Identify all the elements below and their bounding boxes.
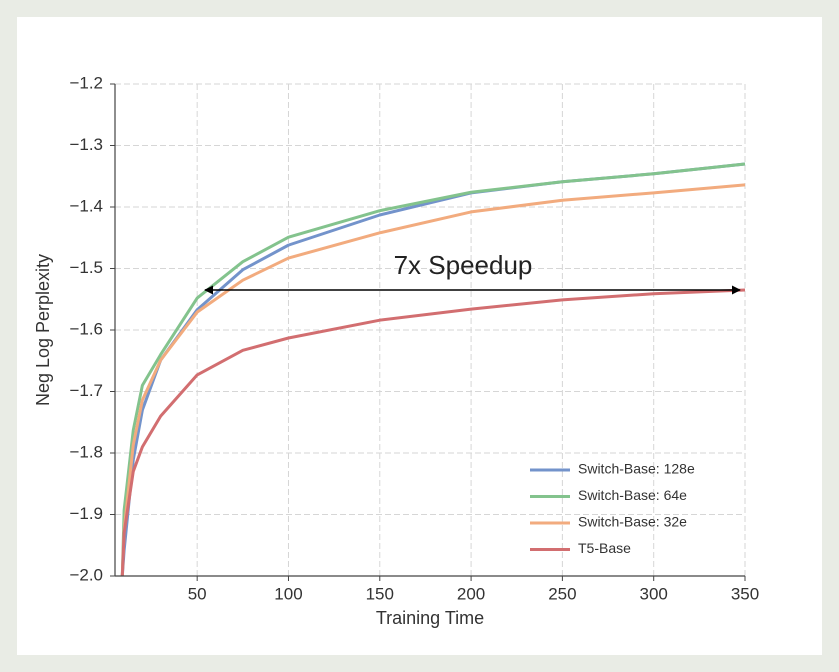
y-tick-label: −1.3 [69,135,103,154]
y-tick-label: −1.2 [69,73,103,92]
x-tick-label: 250 [548,584,576,603]
x-tick-label: 50 [188,584,207,603]
x-tick-label: 100 [274,584,302,603]
y-tick-label: −2.0 [69,565,103,584]
x-axis-label: Training Time [376,608,484,628]
legend-label: Switch-Base: 128e [578,461,695,477]
x-tick-label: 300 [640,584,668,603]
legend-label: T5-Base [578,540,631,556]
legend-label: Switch-Base: 64e [578,487,687,503]
y-tick-label: −1.7 [69,381,103,400]
series-line [120,183,746,577]
legend-label: Switch-Base: 32e [578,514,687,530]
x-tick-label: 350 [731,584,759,603]
y-axis-label: Neg Log Perplexity [33,254,53,406]
y-tick-label: −1.8 [69,442,103,461]
series-line [120,162,746,577]
panel [17,17,822,655]
y-tick-label: −1.4 [69,196,103,215]
x-tick-label: 150 [366,584,394,603]
y-tick-label: −1.9 [69,504,103,523]
series-line [120,288,746,577]
y-tick-label: −1.6 [69,319,103,338]
x-tick-label: 200 [457,584,485,603]
annotation: 7x Speedup [394,250,533,280]
y-tick-label: −1.5 [69,258,103,277]
